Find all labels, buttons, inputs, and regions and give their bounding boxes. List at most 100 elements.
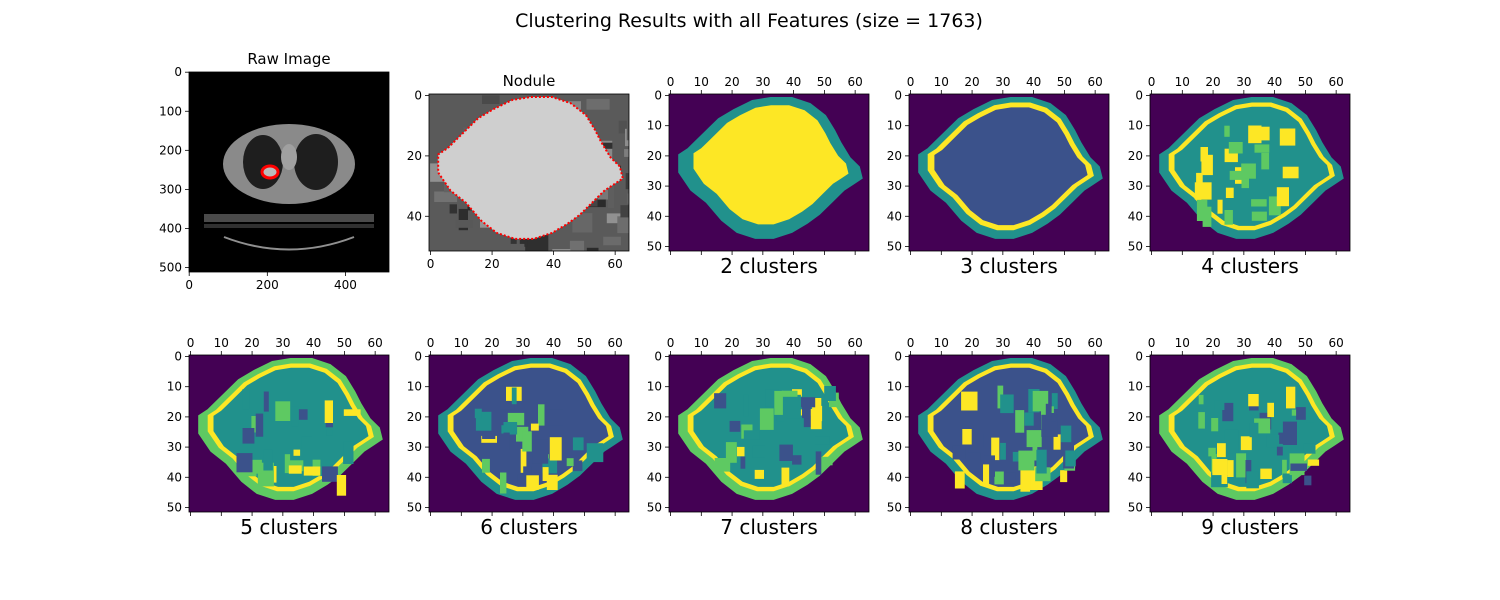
y-tick-label: 40 [887,470,902,484]
y-tick-label: 0 [1135,350,1143,364]
y-tick-label: 0 [174,65,182,79]
cluster-region [779,444,793,461]
cluster-region [952,445,966,460]
cluster-region [783,390,790,405]
panel-frame [188,354,390,513]
y-tick-label: 40 [647,209,662,223]
cluster-count-label: 7 clusters [720,515,818,539]
x-tick-label: 10 [694,336,709,350]
texture-patch [626,116,629,141]
x-tick-label: 10 [1175,336,1190,350]
cluster-region [301,436,313,452]
cluster-region [326,429,333,436]
x-tick-label: 20 [1205,75,1220,89]
y-tick-label: 50 [887,239,902,253]
cluster-map [909,94,1109,251]
cluster-region [1024,412,1034,426]
x-tick-label: 0 [427,257,435,271]
y-tick-label: 50 [1128,500,1143,514]
x-tick-label: 0 [187,336,195,350]
panel-clusters-8: 0 10 20 30 40 50 0 10 20 30 40 50 60 8 clusters [887,336,1110,539]
cluster-region [572,460,583,472]
ct-lung-right [294,134,338,190]
x-tick-label: 50 [817,336,832,350]
cluster-region [549,437,562,461]
cluster-region [1000,442,1006,460]
cluster-region [1198,412,1205,429]
panel-frame [188,71,390,273]
x-tick-label: 30 [275,336,290,350]
y-tick-label: 40 [167,470,182,484]
y-tick-label: 400 [159,221,182,235]
cluster-region [714,393,727,409]
x-tick-label: 10 [454,336,469,350]
texture-patch [600,142,613,149]
x-tick-label: 30 [1236,75,1251,89]
y-tick-label: 20 [407,149,422,163]
x-tick-label: 0 [185,278,193,292]
cluster-region [324,400,333,423]
x-tick-label: 30 [755,336,770,350]
cluster-count-label: 4 clusters [1201,254,1299,278]
ct-table [204,224,374,228]
panel-frame [428,93,630,252]
cluster-region [824,386,836,401]
panel-frame [908,93,1110,252]
cluster-region [1248,394,1259,407]
x-tick-label: 10 [1175,75,1190,89]
x-tick-label: 30 [515,336,530,350]
cluster-region [994,471,1004,485]
panel-nodule: 0 20 40 0 20 40 60 Nodule [407,72,630,271]
cluster-region [810,409,822,430]
y-tick-label: 10 [887,119,902,133]
y-tick-label: 0 [894,350,902,364]
x-tick-label: 40 [546,336,561,350]
x-tick-label: 60 [608,336,623,350]
cluster-region [1229,170,1246,180]
cluster-region [530,423,539,431]
x-tick-label: 40 [1026,75,1041,89]
cluster-region [814,436,830,445]
cluster-region [714,458,731,472]
cluster-region [572,437,584,451]
cluster-region [1032,445,1038,461]
texture-patch [519,236,528,247]
cluster-region [1266,434,1280,448]
cluster-region [275,401,291,421]
x-tick-label: 30 [1236,336,1251,350]
x-tick-label: 400 [334,278,357,292]
cluster-region [1241,173,1249,189]
cluster-region [1196,172,1203,189]
nodule-contour [260,164,280,180]
cluster-region [236,453,253,473]
y-tick-label: 30 [647,179,662,193]
y-tick-label: 20 [887,149,902,163]
y-tick-label: 30 [887,440,902,454]
cluster-region [255,413,264,437]
cluster-region [1224,210,1233,225]
x-tick-label: 20 [724,336,739,350]
cluster-count-label: 3 clusters [960,254,1058,278]
cluster-map [669,355,869,512]
cluster-region [967,452,981,464]
x-tick-label: 60 [848,336,863,350]
cluster-region [1224,429,1239,454]
cluster-region [1305,422,1315,440]
cluster-region [954,471,965,489]
cluster-region [1282,421,1297,445]
y-tick-label: 30 [647,440,662,454]
x-tick-label: 20 [1205,336,1220,350]
cluster-region [542,467,549,481]
cluster-region [1224,125,1230,137]
cluster-region [517,474,529,486]
cluster-region [474,408,482,419]
panel-clusters-5: 0 10 20 30 40 50 0 10 20 30 40 50 60 5 clusters [167,336,390,539]
y-tick-label: 30 [167,440,182,454]
texture-patch [606,213,626,224]
texture-patch [572,213,593,233]
texture-patch [627,193,629,204]
cluster-region [298,409,308,420]
cluster-region [1003,472,1016,484]
panel-clusters-7: 0 10 20 30 40 50 0 10 20 30 40 50 60 7 clusters [647,336,870,539]
y-tick-label: 10 [887,380,902,394]
